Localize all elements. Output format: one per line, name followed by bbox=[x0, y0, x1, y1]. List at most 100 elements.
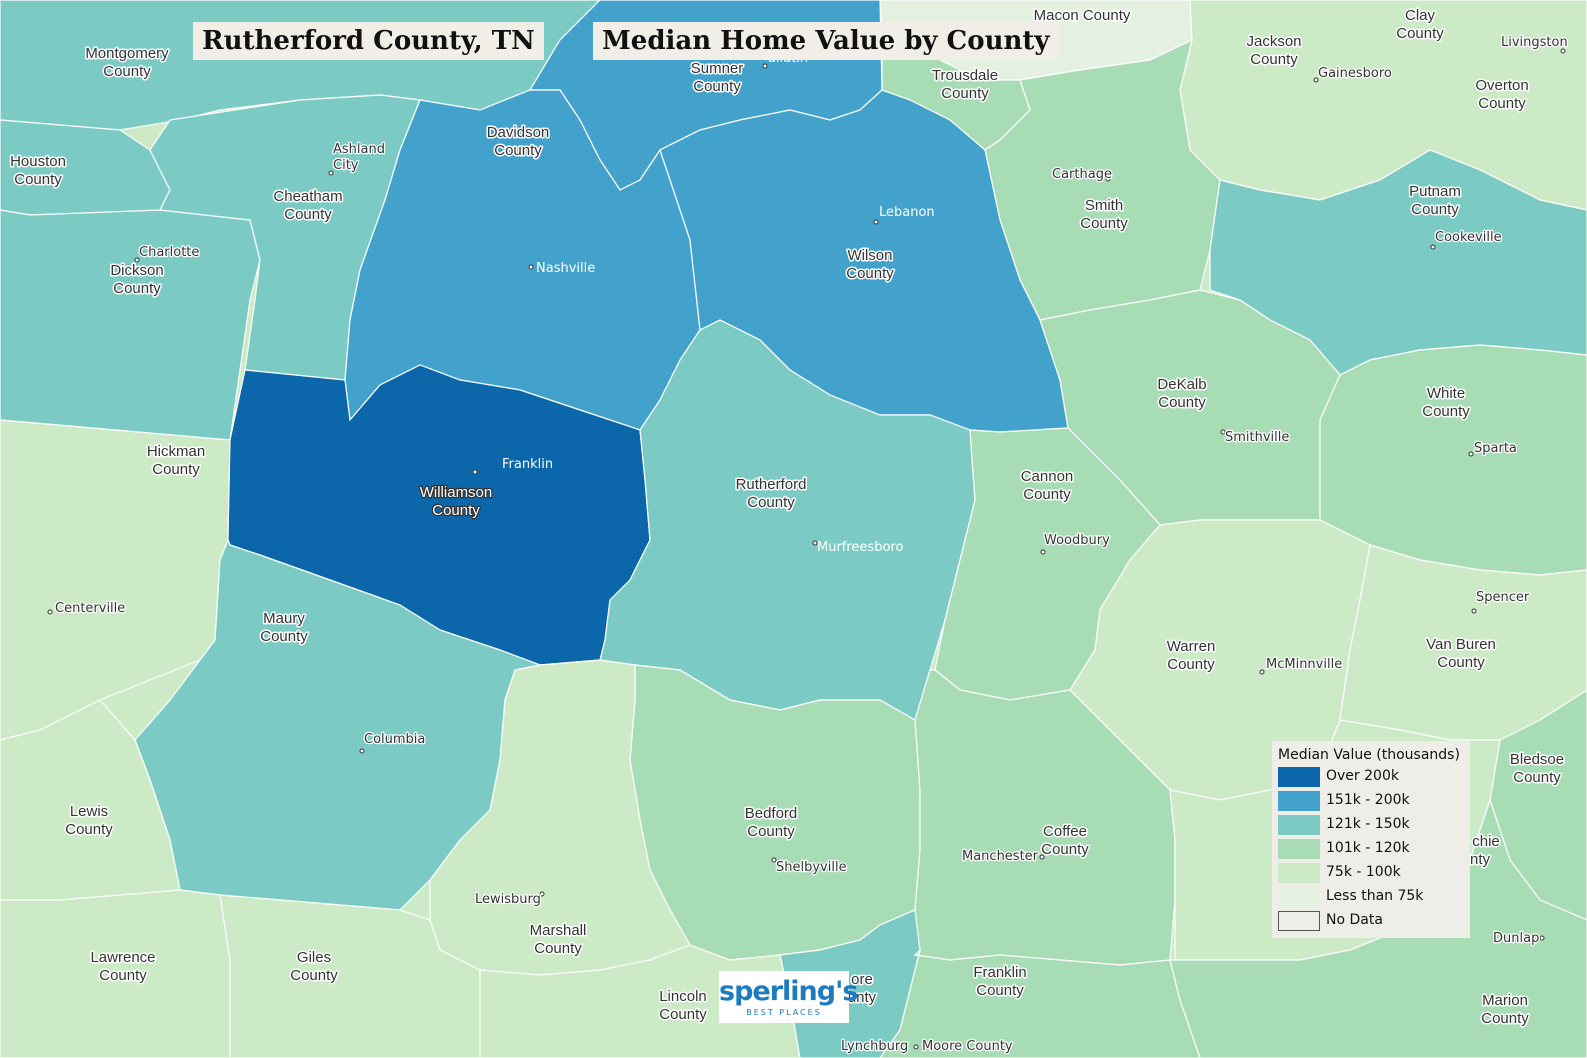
city-lewisburg: Lewisburg bbox=[475, 892, 541, 907]
label-lewis: Lewis County bbox=[65, 803, 113, 838]
legend-item-75k-100k: 75k - 100k bbox=[1278, 863, 1468, 883]
city-dot-nashville bbox=[528, 264, 534, 270]
city-dot-woodbury bbox=[1040, 549, 1046, 555]
label-jackson: Jackson County bbox=[1246, 33, 1301, 68]
legend-item-151k-200k: 151k - 200k bbox=[1278, 791, 1468, 811]
city-dot-murfreesboro bbox=[812, 540, 818, 546]
city-centerville: Centerville bbox=[55, 601, 125, 616]
legend-item-less-than-75k: Less than 75k bbox=[1278, 887, 1468, 907]
label-lincoln: Lincoln County bbox=[659, 988, 707, 1023]
logo-wordmark: sperling's bbox=[719, 976, 858, 1007]
city-mcminnville: McMinnville bbox=[1266, 657, 1342, 672]
label-marshall: Marshall County bbox=[530, 922, 587, 957]
city-dot-livingston bbox=[1560, 48, 1566, 54]
city-franklin: Franklin bbox=[502, 457, 553, 472]
city-dot-gallatin bbox=[762, 63, 768, 69]
label-smith: Smith County bbox=[1080, 197, 1128, 232]
label-houston: Houston County bbox=[10, 153, 66, 188]
city-moore-county: Moore County bbox=[922, 1039, 1013, 1054]
city-dunlap: Dunlap bbox=[1493, 931, 1539, 946]
label-montgomery: Montgomery County bbox=[85, 45, 169, 80]
city-lynchburg: Lynchburg bbox=[841, 1039, 908, 1054]
label-trousdale: Trousdale County bbox=[932, 67, 998, 102]
legend-item-over-200k: Over 200k bbox=[1278, 767, 1468, 787]
city-nashville: Nashville bbox=[536, 261, 595, 276]
city-labels: Ashland City Charlotte Nashville Lebanon … bbox=[47, 34, 1569, 1055]
label-moore: ore unty bbox=[848, 971, 877, 1006]
city-dot-manchester bbox=[1039, 854, 1045, 860]
label-overton: Overton County bbox=[1475, 77, 1528, 112]
label-cannon: Cannon County bbox=[1021, 468, 1074, 503]
legend-title: Median Value (thousands) bbox=[1278, 747, 1460, 763]
legend-swatch bbox=[1278, 767, 1320, 787]
label-white: White County bbox=[1422, 385, 1470, 420]
legend-label: Over 200k bbox=[1326, 768, 1399, 784]
legend-swatch bbox=[1278, 791, 1320, 811]
city-lebanon: Lebanon bbox=[879, 205, 935, 220]
map-title: Median Home Value by County bbox=[593, 22, 1059, 60]
label-dickson: Dickson County bbox=[110, 262, 163, 297]
location-title: Rutherford County, TN bbox=[193, 22, 544, 60]
city-gainesboro: Gainesboro bbox=[1318, 66, 1392, 81]
city-dot-spencer bbox=[1471, 608, 1477, 614]
sperlings-logo[interactable]: sperling's BEST PLACES bbox=[719, 971, 858, 1023]
city-dot-carthage bbox=[1105, 176, 1111, 182]
city-shelbyville: Shelbyville bbox=[776, 860, 847, 875]
legend-item-101k-120k: 101k - 120k bbox=[1278, 839, 1468, 859]
city-carthage: Carthage bbox=[1052, 167, 1112, 182]
county-dickson[interactable] bbox=[0, 209, 261, 441]
city-charlotte: Charlotte bbox=[139, 245, 199, 260]
legend-swatch bbox=[1278, 863, 1320, 883]
city-dot-dunlap bbox=[1539, 935, 1545, 941]
city-dot-charlotte bbox=[134, 257, 140, 263]
county-giles[interactable] bbox=[219, 894, 481, 1058]
city-dot-mcminnville bbox=[1259, 669, 1265, 675]
city-murfreesboro: Murfreesboro bbox=[817, 540, 903, 555]
label-warren: Warren County bbox=[1167, 638, 1216, 673]
label-wilson: Wilson County bbox=[846, 247, 894, 282]
city-smithville: Smithville bbox=[1225, 430, 1289, 445]
city-cookeville: Cookeville bbox=[1435, 230, 1502, 245]
legend-item-no-data: No Data bbox=[1278, 911, 1468, 931]
legend-label: 75k - 100k bbox=[1326, 864, 1401, 880]
city-dot-lebanon bbox=[873, 219, 879, 225]
label-cheatham: Cheatham County bbox=[273, 188, 342, 223]
city-dot-lewisburg bbox=[539, 891, 545, 897]
city-dot-lynchburg bbox=[913, 1044, 919, 1050]
city-dot-gainesboro bbox=[1313, 77, 1319, 83]
city-dot-centerville bbox=[47, 609, 53, 615]
legend-swatch bbox=[1278, 887, 1320, 907]
county-marion[interactable] bbox=[1169, 798, 1587, 1058]
label-giles: Giles County bbox=[290, 949, 338, 984]
city-dot-ashland bbox=[328, 170, 334, 176]
legend-swatch bbox=[1278, 839, 1320, 859]
label-vanburen: Van Buren County bbox=[1426, 636, 1496, 671]
legend-swatch bbox=[1278, 815, 1320, 835]
label-coffee: Coffee County bbox=[1041, 823, 1089, 858]
legend-label: Less than 75k bbox=[1326, 888, 1424, 904]
logo-tagline: BEST PLACES bbox=[746, 1008, 822, 1017]
label-clay: Clay County bbox=[1396, 7, 1444, 42]
city-woodbury: Woodbury bbox=[1044, 533, 1110, 548]
city-ashland: Ashland City bbox=[333, 142, 385, 173]
label-franklin: Franklin County bbox=[973, 964, 1026, 999]
city-dot-sparta bbox=[1468, 451, 1474, 457]
county-labels: Montgomery County Sumner County Macon Coun… bbox=[9, 6, 1566, 1029]
city-manchester: Manchester bbox=[962, 849, 1039, 864]
label-davidson: Davidson County bbox=[487, 124, 550, 159]
legend: Median Value (thousands) Over 200k 151k … bbox=[1272, 741, 1470, 938]
legend-swatch bbox=[1278, 911, 1320, 931]
label-putnam: Putnam County bbox=[1409, 183, 1461, 218]
city-sparta: Sparta bbox=[1474, 441, 1517, 456]
city-dot-columbia bbox=[359, 748, 365, 754]
label-rutherford: Rutherford County bbox=[736, 476, 807, 511]
city-dot-smithville bbox=[1220, 429, 1226, 435]
legend-label: 121k - 150k bbox=[1326, 816, 1410, 832]
label-macon: Macon County bbox=[1034, 7, 1131, 24]
city-livingston: Livingston bbox=[1501, 35, 1568, 50]
city-dot-cookeville bbox=[1430, 244, 1436, 250]
label-williamson: Williamson County bbox=[420, 484, 493, 519]
city-dot-shelbyville bbox=[771, 857, 777, 863]
label-marion: Marion County bbox=[1481, 992, 1529, 1027]
